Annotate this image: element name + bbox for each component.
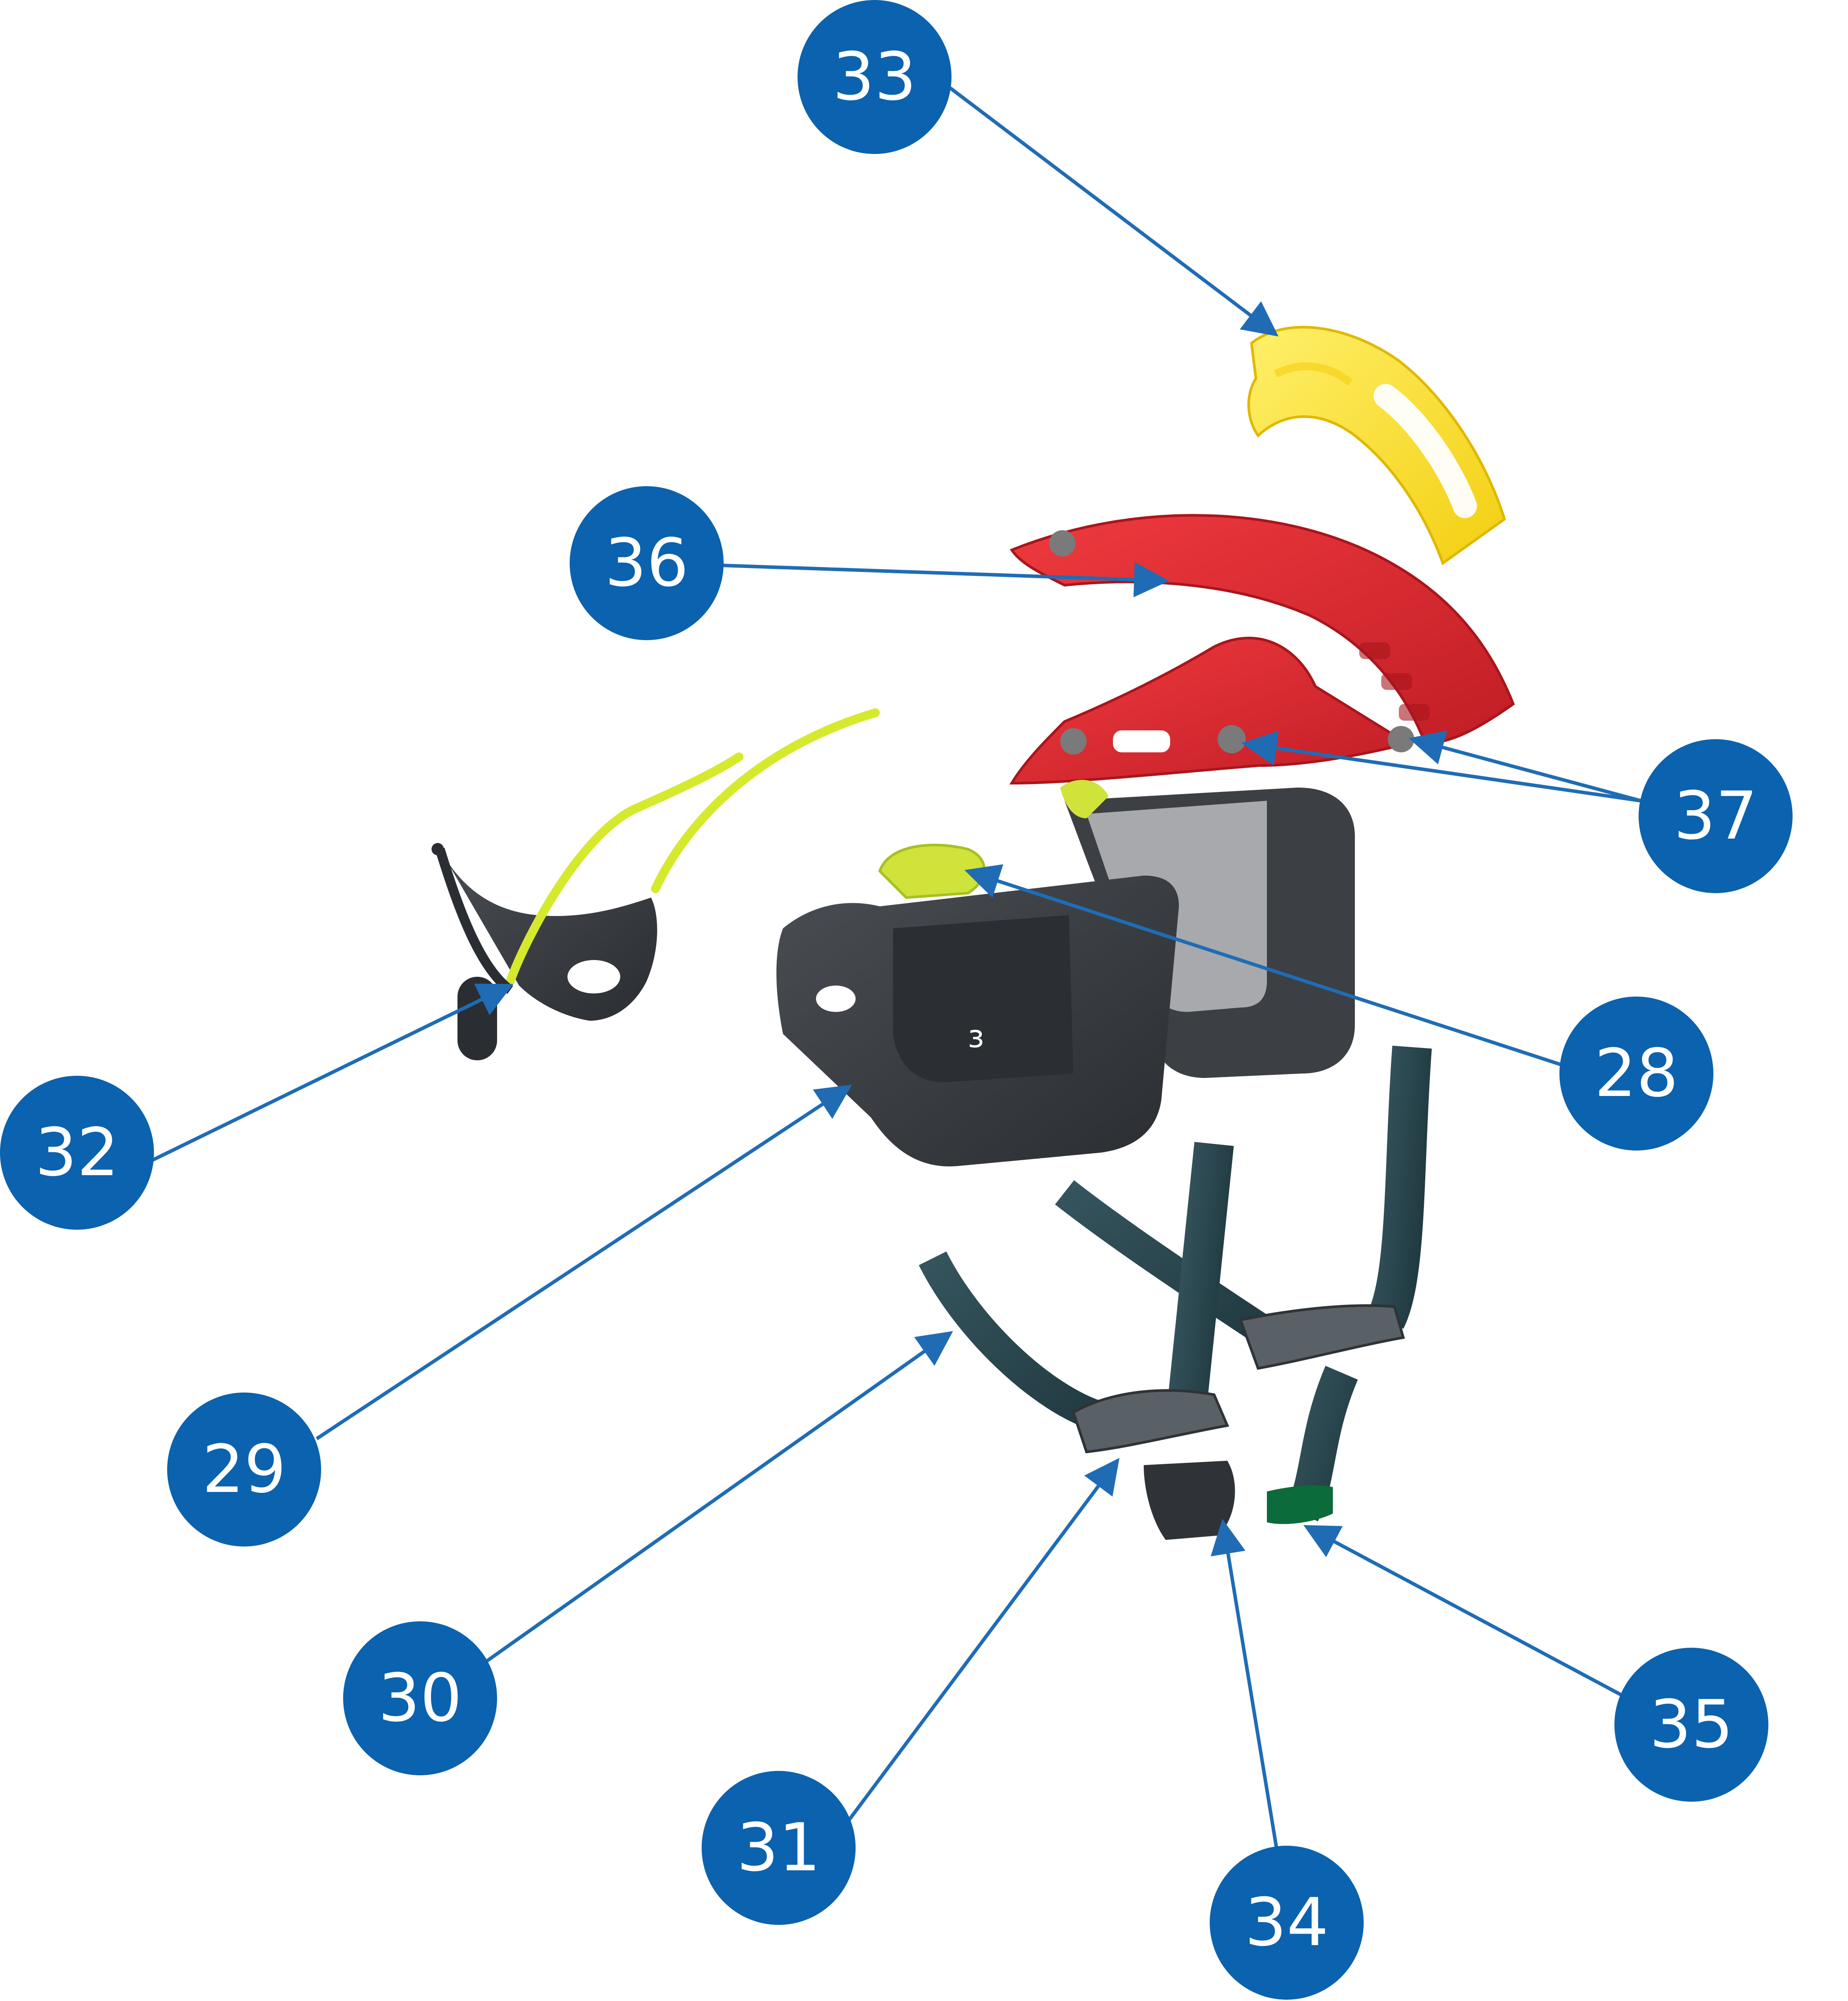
leader-31 xyxy=(843,1458,1120,1827)
callout-32: 32 xyxy=(0,1076,154,1230)
callout-33: 33 xyxy=(798,0,951,154)
leader-37b xyxy=(1409,730,1642,803)
callout-28-label: 28 xyxy=(1595,1035,1679,1112)
leader-33 xyxy=(949,86,1279,337)
callout-31-label: 31 xyxy=(737,1810,821,1886)
callout-35: 35 xyxy=(1614,1648,1768,1802)
leader-34 xyxy=(1211,1519,1282,1870)
svg-text:ɜ: ɜ xyxy=(968,1019,984,1055)
leader-lines xyxy=(149,86,1642,1870)
leader-35 xyxy=(1303,1525,1628,1700)
callout-36: 36 xyxy=(570,486,724,640)
callout-37-label: 37 xyxy=(1674,778,1758,854)
callouts: 33 36 37 28 32 29 30 31 xyxy=(0,0,1793,2000)
callout-32-label: 32 xyxy=(35,1114,119,1191)
callout-33-label: 33 xyxy=(833,39,917,115)
callout-30-label: 30 xyxy=(378,1660,462,1737)
callout-31: 31 xyxy=(702,1771,856,1925)
leader-32 xyxy=(149,983,514,1163)
leader-29 xyxy=(315,1085,852,1440)
callout-30: 30 xyxy=(343,1621,497,1775)
callout-34-label: 34 xyxy=(1245,1884,1329,1961)
leader-30 xyxy=(483,1331,953,1665)
callout-36-label: 36 xyxy=(605,525,689,601)
leader-28 xyxy=(964,864,1576,1071)
chin-strap-assembly xyxy=(919,1045,1432,1540)
leader-37a xyxy=(1241,730,1641,803)
callout-37: 37 xyxy=(1639,739,1793,893)
red-frame xyxy=(1009,514,1515,785)
callout-35-label: 35 xyxy=(1650,1686,1734,1763)
callout-34: 34 xyxy=(1210,1846,1364,2000)
yellow-top-pad xyxy=(1247,326,1506,565)
front-liner: ɜ xyxy=(776,876,1179,1167)
callout-29: 29 xyxy=(167,1393,321,1547)
callout-29-label: 29 xyxy=(202,1431,286,1508)
callout-28: 28 xyxy=(1559,997,1713,1151)
leader-36 xyxy=(721,562,1169,597)
